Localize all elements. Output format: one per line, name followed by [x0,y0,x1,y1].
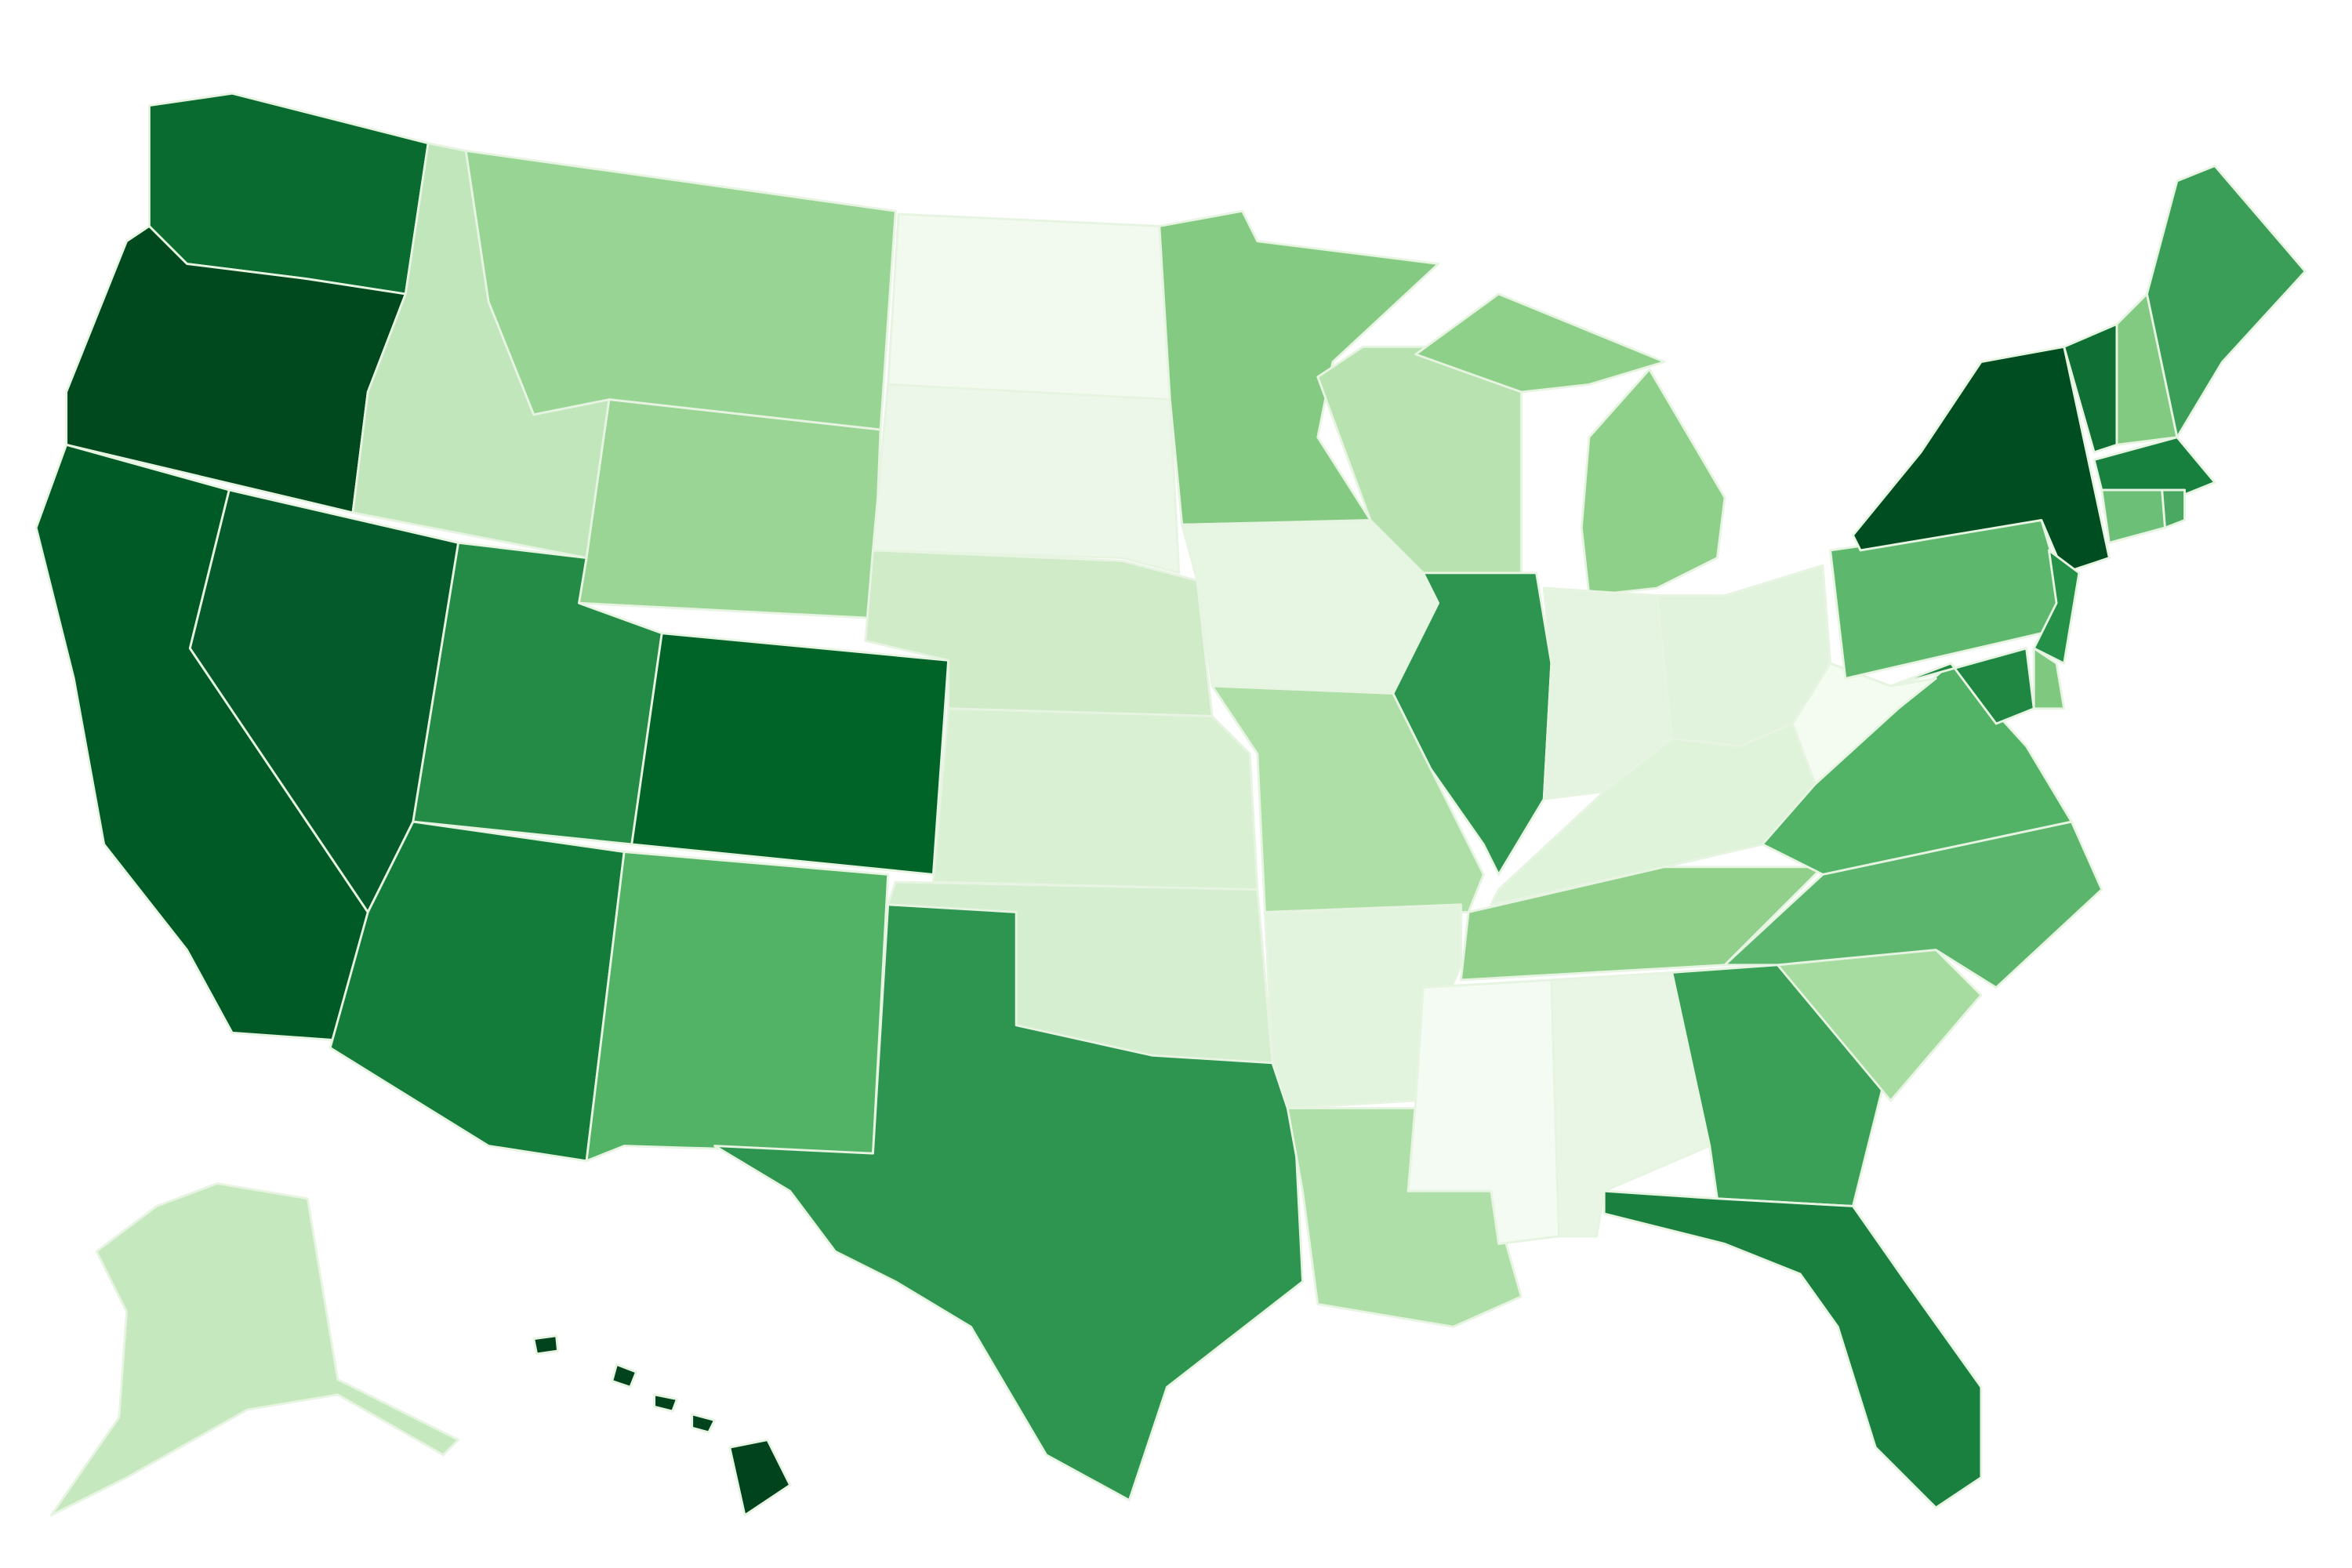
state-shape [2092,436,2216,499]
state-shape [872,383,1181,575]
state-shape [653,1393,678,1413]
state [2032,647,2066,710]
state [931,707,1259,891]
state-shape [2032,549,2081,665]
state [872,383,1181,575]
state-shape [611,1363,637,1388]
state-shape [1316,345,1523,575]
state-shape [2161,488,2186,529]
state-shape [578,398,882,619]
state [1852,345,2111,575]
state-shape [1889,647,2035,725]
state-shape [2032,647,2066,710]
state [2092,436,2216,499]
state [2032,549,2081,665]
state [630,632,950,876]
state-shape [931,707,1259,891]
state [1460,866,1824,982]
state [532,1334,792,1517]
state [2100,488,2166,544]
state [578,398,882,619]
state-shape [464,149,897,431]
state [1889,647,2035,725]
state [1316,345,1523,575]
state-shape [1392,572,1553,876]
state [887,212,1171,401]
state-shape [1852,345,2111,575]
state [1602,1189,1983,1509]
state [464,149,897,431]
state-shape [1602,1189,1983,1509]
state-shape [2100,488,2166,544]
state-shape [585,851,890,1163]
state-shape [630,632,950,876]
state [1414,292,1726,597]
state-shape [1414,292,1666,394]
state [585,851,890,1163]
state [49,1182,460,1517]
state [2146,165,2307,439]
state-shape [1460,866,1824,982]
state [1791,662,1937,786]
state-shape [691,1413,716,1434]
state-shape [49,1182,460,1517]
state-shape [713,903,1304,1501]
state-shape [532,1334,559,1356]
state [713,903,1304,1501]
state-shape [1791,662,1937,786]
state [1392,572,1553,876]
state-shape [728,1439,792,1517]
state-shape [2146,165,2307,439]
state-shape [1580,368,1726,597]
state [2161,488,2186,529]
state-shape [887,212,1171,401]
